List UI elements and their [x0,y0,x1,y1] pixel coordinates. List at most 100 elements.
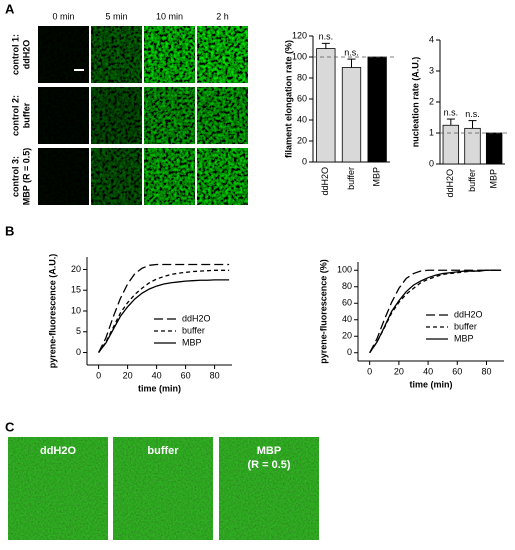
micrograph-signal [91,26,142,83]
legend-label: buffer [182,325,205,335]
y-tick-label: 4 [429,34,434,44]
image-texture [113,437,213,540]
y-tick-label: 20 [342,331,352,341]
column-header: 10 min [156,11,183,21]
y-tick-label: 60 [342,298,352,308]
bar [367,56,387,163]
x-tick-label: MBP [372,167,382,187]
bar [485,132,503,165]
panel-label: A [5,1,15,16]
image-texture [8,437,108,540]
micrograph-signal [197,148,248,205]
y-tick-label: 20 [71,264,81,274]
image-label: MBP [257,445,281,457]
y-tick-label: 120 [292,30,307,40]
y-tick-label: 60 [297,93,307,103]
panel-label: B [5,223,14,238]
micrograph-signal [144,148,195,205]
image-gallery: ddH2O buffer MBP (R = 0.5) [8,437,319,540]
image-texture [219,437,319,540]
y-tick-label: 0 [302,156,307,166]
micrograph [38,148,89,205]
x-tick-label: 80 [481,366,491,376]
row-label: buffer [21,102,31,128]
line-series [98,279,230,353]
line-series [98,263,230,353]
legend-label: ddH2O [182,313,211,323]
y-tick-label: 1 [429,127,434,137]
microscopy-grid: 0 min 5 min 10 min 2 h control 1: ddH2O contro… [10,11,248,205]
micrograph-signal [38,87,89,144]
micrograph [38,87,89,144]
x-tick-label: 40 [423,366,433,376]
y-tick-label: 2 [429,96,434,106]
legend-label: MBP [182,337,202,347]
row-label: control 3: [10,156,20,197]
y-tick-label: 100 [337,265,352,275]
error-bar [468,120,477,129]
bar-annotation: n.s. [465,109,480,119]
line-series [369,269,502,354]
row-label: MBP (R = 0.5) [21,148,31,206]
image-label: (R = 0.5) [247,459,290,471]
micrograph-signal [91,148,142,205]
bar [442,124,460,165]
y-tick-label: 15 [71,285,81,295]
column-header: 2 h [216,11,229,21]
column-header: 0 min [52,11,74,21]
error-bar [321,42,330,49]
y-tick-label: 80 [297,72,307,82]
line-series [369,269,502,354]
error-bar [446,118,455,126]
row-label: ddH2O [21,40,31,70]
legend-label: buffer [454,321,477,331]
x-tick-label: 80 [210,370,220,380]
y-tick-label: 40 [297,114,307,124]
x-axis-label: time (min) [409,379,452,389]
panel-label: C [5,419,15,434]
image-label: ddH2O [40,445,77,457]
x-axis-label: time (min) [138,383,181,393]
image-label: buffer [147,445,179,457]
micrograph-signal [197,87,248,144]
y-tick-label: 100 [292,51,307,61]
micrograph-signal [91,87,142,144]
bar-annotation: n.s. [319,32,334,42]
bar-annotation: n.s. [344,47,359,57]
row-label: control 2: [10,95,20,136]
x-tick-label: 0 [367,366,372,376]
bar [464,127,481,165]
line-series [98,269,230,353]
y-tick-label: 3 [429,65,434,75]
y-axis-label: pyrene-fluorescence (A.U.) [47,254,57,369]
y-tick-label: 40 [342,314,352,324]
y-tick-label: 0 [429,158,434,168]
y-tick-label: 20 [297,135,307,145]
x-tick-label: ddH2O [445,169,455,198]
row-label: control 1: [10,34,20,75]
y-axis-label: nucleation rate (A.U.) [410,57,420,148]
y-tick-label: 0 [347,347,352,357]
micrograph-signal [38,26,89,83]
bar [341,67,362,163]
error-bar [347,58,356,68]
y-tick-label: 0 [76,347,81,357]
y-tick-label: 80 [342,281,352,291]
bar [316,48,336,163]
y-axis-label: filament elongation rate (%) [283,40,293,158]
x-tick-label: MBP [489,169,499,189]
x-tick-label: ddH2O [320,167,330,196]
x-tick-label: buffer [346,167,356,190]
micrograph-signal [197,26,248,83]
column-header: 5 min [105,11,127,21]
y-tick-label: 5 [76,326,81,336]
micrograph-signal [38,148,89,205]
legend-label: MBP [454,333,474,343]
x-tick-label: 20 [394,366,404,376]
x-tick-label: 60 [452,366,462,376]
x-tick-label: 40 [152,370,162,380]
x-tick-label: 60 [181,370,191,380]
micrograph-signal [144,26,195,83]
bar-annotation: n.s. [444,107,459,117]
